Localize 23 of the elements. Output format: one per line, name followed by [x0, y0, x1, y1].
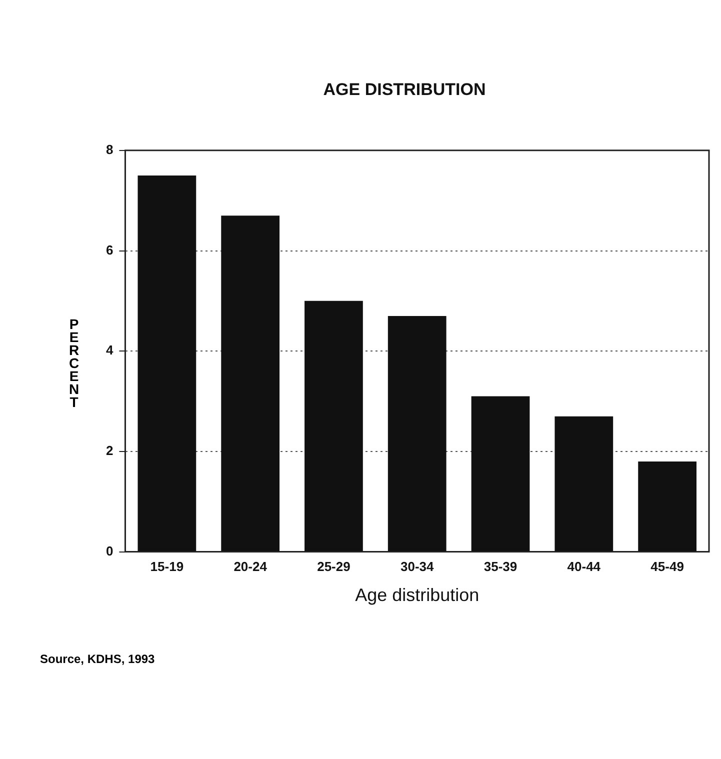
y-tick-label: 6: [106, 242, 114, 258]
y-tick-label: 4: [106, 342, 114, 358]
bar: [554, 416, 614, 552]
bar: [304, 300, 363, 552]
bar: [638, 461, 696, 552]
x-tick-label: 15-19: [150, 559, 184, 574]
source-note: Source, KDHS, 1993: [40, 652, 155, 666]
bar: [388, 316, 446, 552]
x-tick-label: 40-44: [567, 559, 602, 574]
chart-title: AGE DISTRIBUTION: [323, 80, 486, 99]
bar: [221, 216, 280, 552]
x-tick-label: 35-39: [484, 559, 518, 574]
y-tick-label: 2: [106, 443, 114, 458]
x-tick-label: 20-24: [234, 559, 268, 574]
y-axis-title: PERCENT: [68, 316, 80, 410]
bar: [471, 396, 530, 552]
x-axis-title: Age distribution: [355, 585, 480, 606]
bar: [138, 175, 196, 552]
x-tick-label: 25-29: [317, 559, 350, 574]
x-tick-label: 30-34: [400, 559, 435, 574]
x-tick-label: 45-49: [650, 559, 684, 574]
y-tick-label: 8: [106, 142, 114, 157]
y-tick-label: 0: [106, 543, 114, 558]
